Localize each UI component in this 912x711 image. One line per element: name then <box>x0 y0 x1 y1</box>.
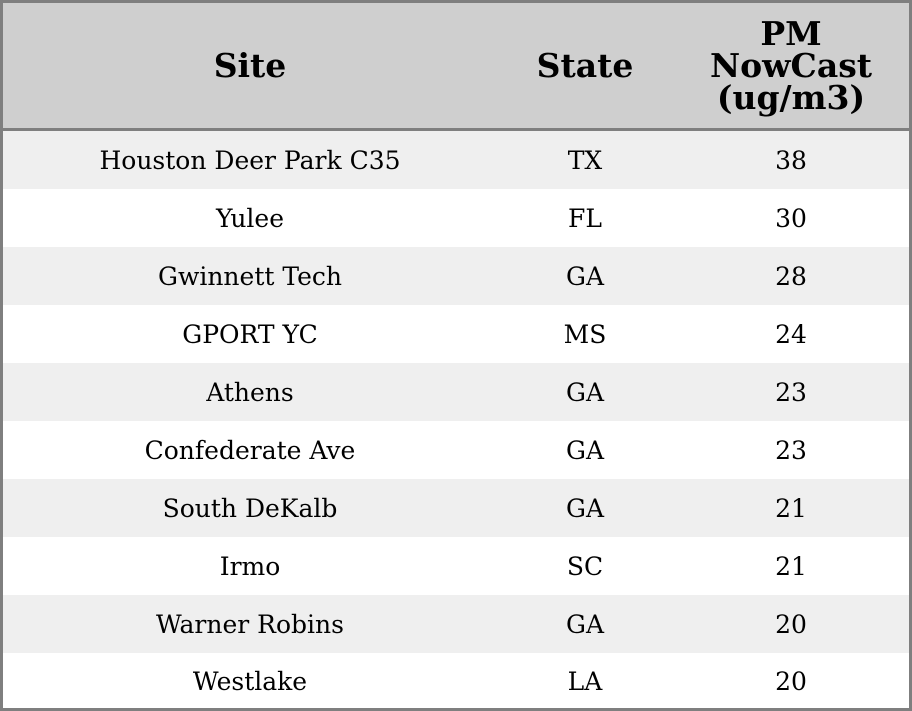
header-row: Site State PM NowCast (ug/m3) <box>3 3 909 131</box>
site-cell: Westlake <box>3 653 497 708</box>
table-row: Yulee FL 30 <box>3 189 909 247</box>
site-cell: GPORT YC <box>3 305 497 363</box>
column-header-pm-nowcast: PM NowCast (ug/m3) <box>673 3 909 131</box>
state-cell: GA <box>497 421 673 479</box>
state-cell: GA <box>497 247 673 305</box>
pm-value-cell: 20 <box>673 653 909 708</box>
site-cell: Athens <box>3 363 497 421</box>
table-row: Irmo SC 21 <box>3 537 909 595</box>
table-row: Gwinnett Tech GA 28 <box>3 247 909 305</box>
state-cell: GA <box>497 479 673 537</box>
table-row: Confederate Ave GA 23 <box>3 421 909 479</box>
pm-value-cell: 38 <box>673 129 909 189</box>
column-header-pm-line-2: NowCast <box>709 45 873 85</box>
site-cell: Yulee <box>3 189 497 247</box>
site-cell: Warner Robins <box>3 595 497 653</box>
state-cell: LA <box>497 653 673 708</box>
state-cell: GA <box>497 595 673 653</box>
table-row: South DeKalb GA 21 <box>3 479 909 537</box>
pm-value-cell: 21 <box>673 537 909 595</box>
table-row: Westlake LA 20 <box>3 653 909 708</box>
pm-value-cell: 23 <box>673 363 909 421</box>
site-cell: Confederate Ave <box>3 421 497 479</box>
pm-value-cell: 20 <box>673 595 909 653</box>
pm-value-cell: 24 <box>673 305 909 363</box>
pm-nowcast-table: Site State PM NowCast (ug/m3) Houston De… <box>3 3 909 708</box>
table-row: Athens GA 23 <box>3 363 909 421</box>
site-cell: Houston Deer Park C35 <box>3 129 497 189</box>
pm-value-cell: 21 <box>673 479 909 537</box>
state-cell: MS <box>497 305 673 363</box>
site-cell: South DeKalb <box>3 479 497 537</box>
pm-value-cell: 30 <box>673 189 909 247</box>
pm-value-cell: 23 <box>673 421 909 479</box>
state-cell: FL <box>497 189 673 247</box>
table-row: Houston Deer Park C35 TX 38 <box>3 129 909 189</box>
site-cell: Gwinnett Tech <box>3 247 497 305</box>
column-header-site: Site <box>3 3 497 131</box>
column-header-pm-line-1: PM <box>760 13 822 53</box>
table-body: Houston Deer Park C35 TX 38 Yulee FL 30 … <box>3 129 909 708</box>
table-row: GPORT YC MS 24 <box>3 305 909 363</box>
table-header: Site State PM NowCast (ug/m3) <box>3 3 909 131</box>
column-header-pm-line-3: (ug/m3) <box>716 77 866 117</box>
site-cell: Irmo <box>3 537 497 595</box>
column-header-state: State <box>497 3 673 131</box>
state-cell: TX <box>497 129 673 189</box>
state-cell: GA <box>497 363 673 421</box>
pm-value-cell: 28 <box>673 247 909 305</box>
table-row: Warner Robins GA 20 <box>3 595 909 653</box>
state-cell: SC <box>497 537 673 595</box>
